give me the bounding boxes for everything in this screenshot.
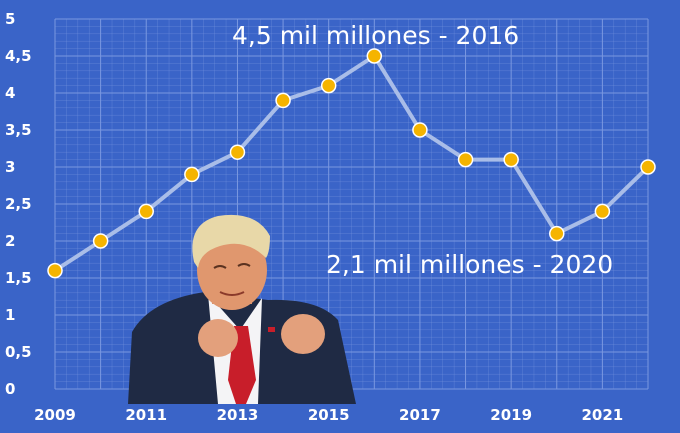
y-tick-label: 2,5 — [5, 195, 32, 213]
x-tick-label: 2019 — [490, 406, 532, 424]
y-tick-label: 4,5 — [5, 47, 32, 65]
data-point — [275, 92, 291, 109]
data-point — [457, 151, 474, 168]
x-tick-label: 2013 — [217, 406, 259, 424]
data-point — [184, 166, 200, 183]
mouth — [219, 291, 245, 296]
series-line — [53, 54, 650, 273]
y-tick-label: 4 — [5, 84, 15, 102]
eyes — [213, 263, 251, 269]
data-point — [229, 144, 246, 160]
right-fist — [281, 314, 325, 354]
face — [197, 230, 267, 310]
y-axis-tick-labels: 0 0,5 1 1,5 2 2,5 3 3,5 4 4,5 5 — [5, 10, 32, 398]
x-tick-label: 2009 — [34, 406, 76, 424]
x-tick-label: 2011 — [125, 406, 167, 424]
data-point — [503, 151, 519, 168]
data-point — [549, 225, 565, 242]
data-points — [47, 48, 656, 279]
data-point — [366, 48, 383, 64]
y-tick-label: 2 — [5, 232, 15, 250]
annotation-peak: 4,5 mil millones - 2016 — [232, 21, 519, 50]
person-photo — [128, 214, 356, 404]
x-tick-label: 2021 — [582, 406, 624, 424]
data-point — [320, 77, 337, 94]
annotation-low: 2,1 mil millones - 2020 — [326, 250, 613, 279]
y-tick-label: 0,5 — [5, 343, 32, 361]
data-point — [47, 262, 63, 279]
y-tick-label: 0 — [5, 380, 15, 398]
data-point — [92, 233, 109, 249]
left-fist — [198, 319, 238, 357]
flag-pin — [268, 327, 275, 332]
y-tick-label: 3 — [5, 158, 15, 176]
data-point — [594, 203, 611, 220]
y-tick-label: 3,5 — [5, 121, 32, 139]
data-point — [640, 159, 656, 175]
y-tick-label: 1 — [5, 306, 15, 324]
x-tick-label: 2017 — [399, 406, 441, 424]
data-point — [138, 203, 154, 220]
data-point — [412, 122, 428, 138]
x-tick-label: 2015 — [308, 406, 350, 424]
hair — [192, 214, 270, 268]
y-tick-label: 5 — [5, 10, 15, 28]
y-tick-label: 1,5 — [5, 269, 32, 287]
x-axis-tick-labels: 2009 2011 2013 2015 2017 2019 2021 — [34, 406, 623, 424]
